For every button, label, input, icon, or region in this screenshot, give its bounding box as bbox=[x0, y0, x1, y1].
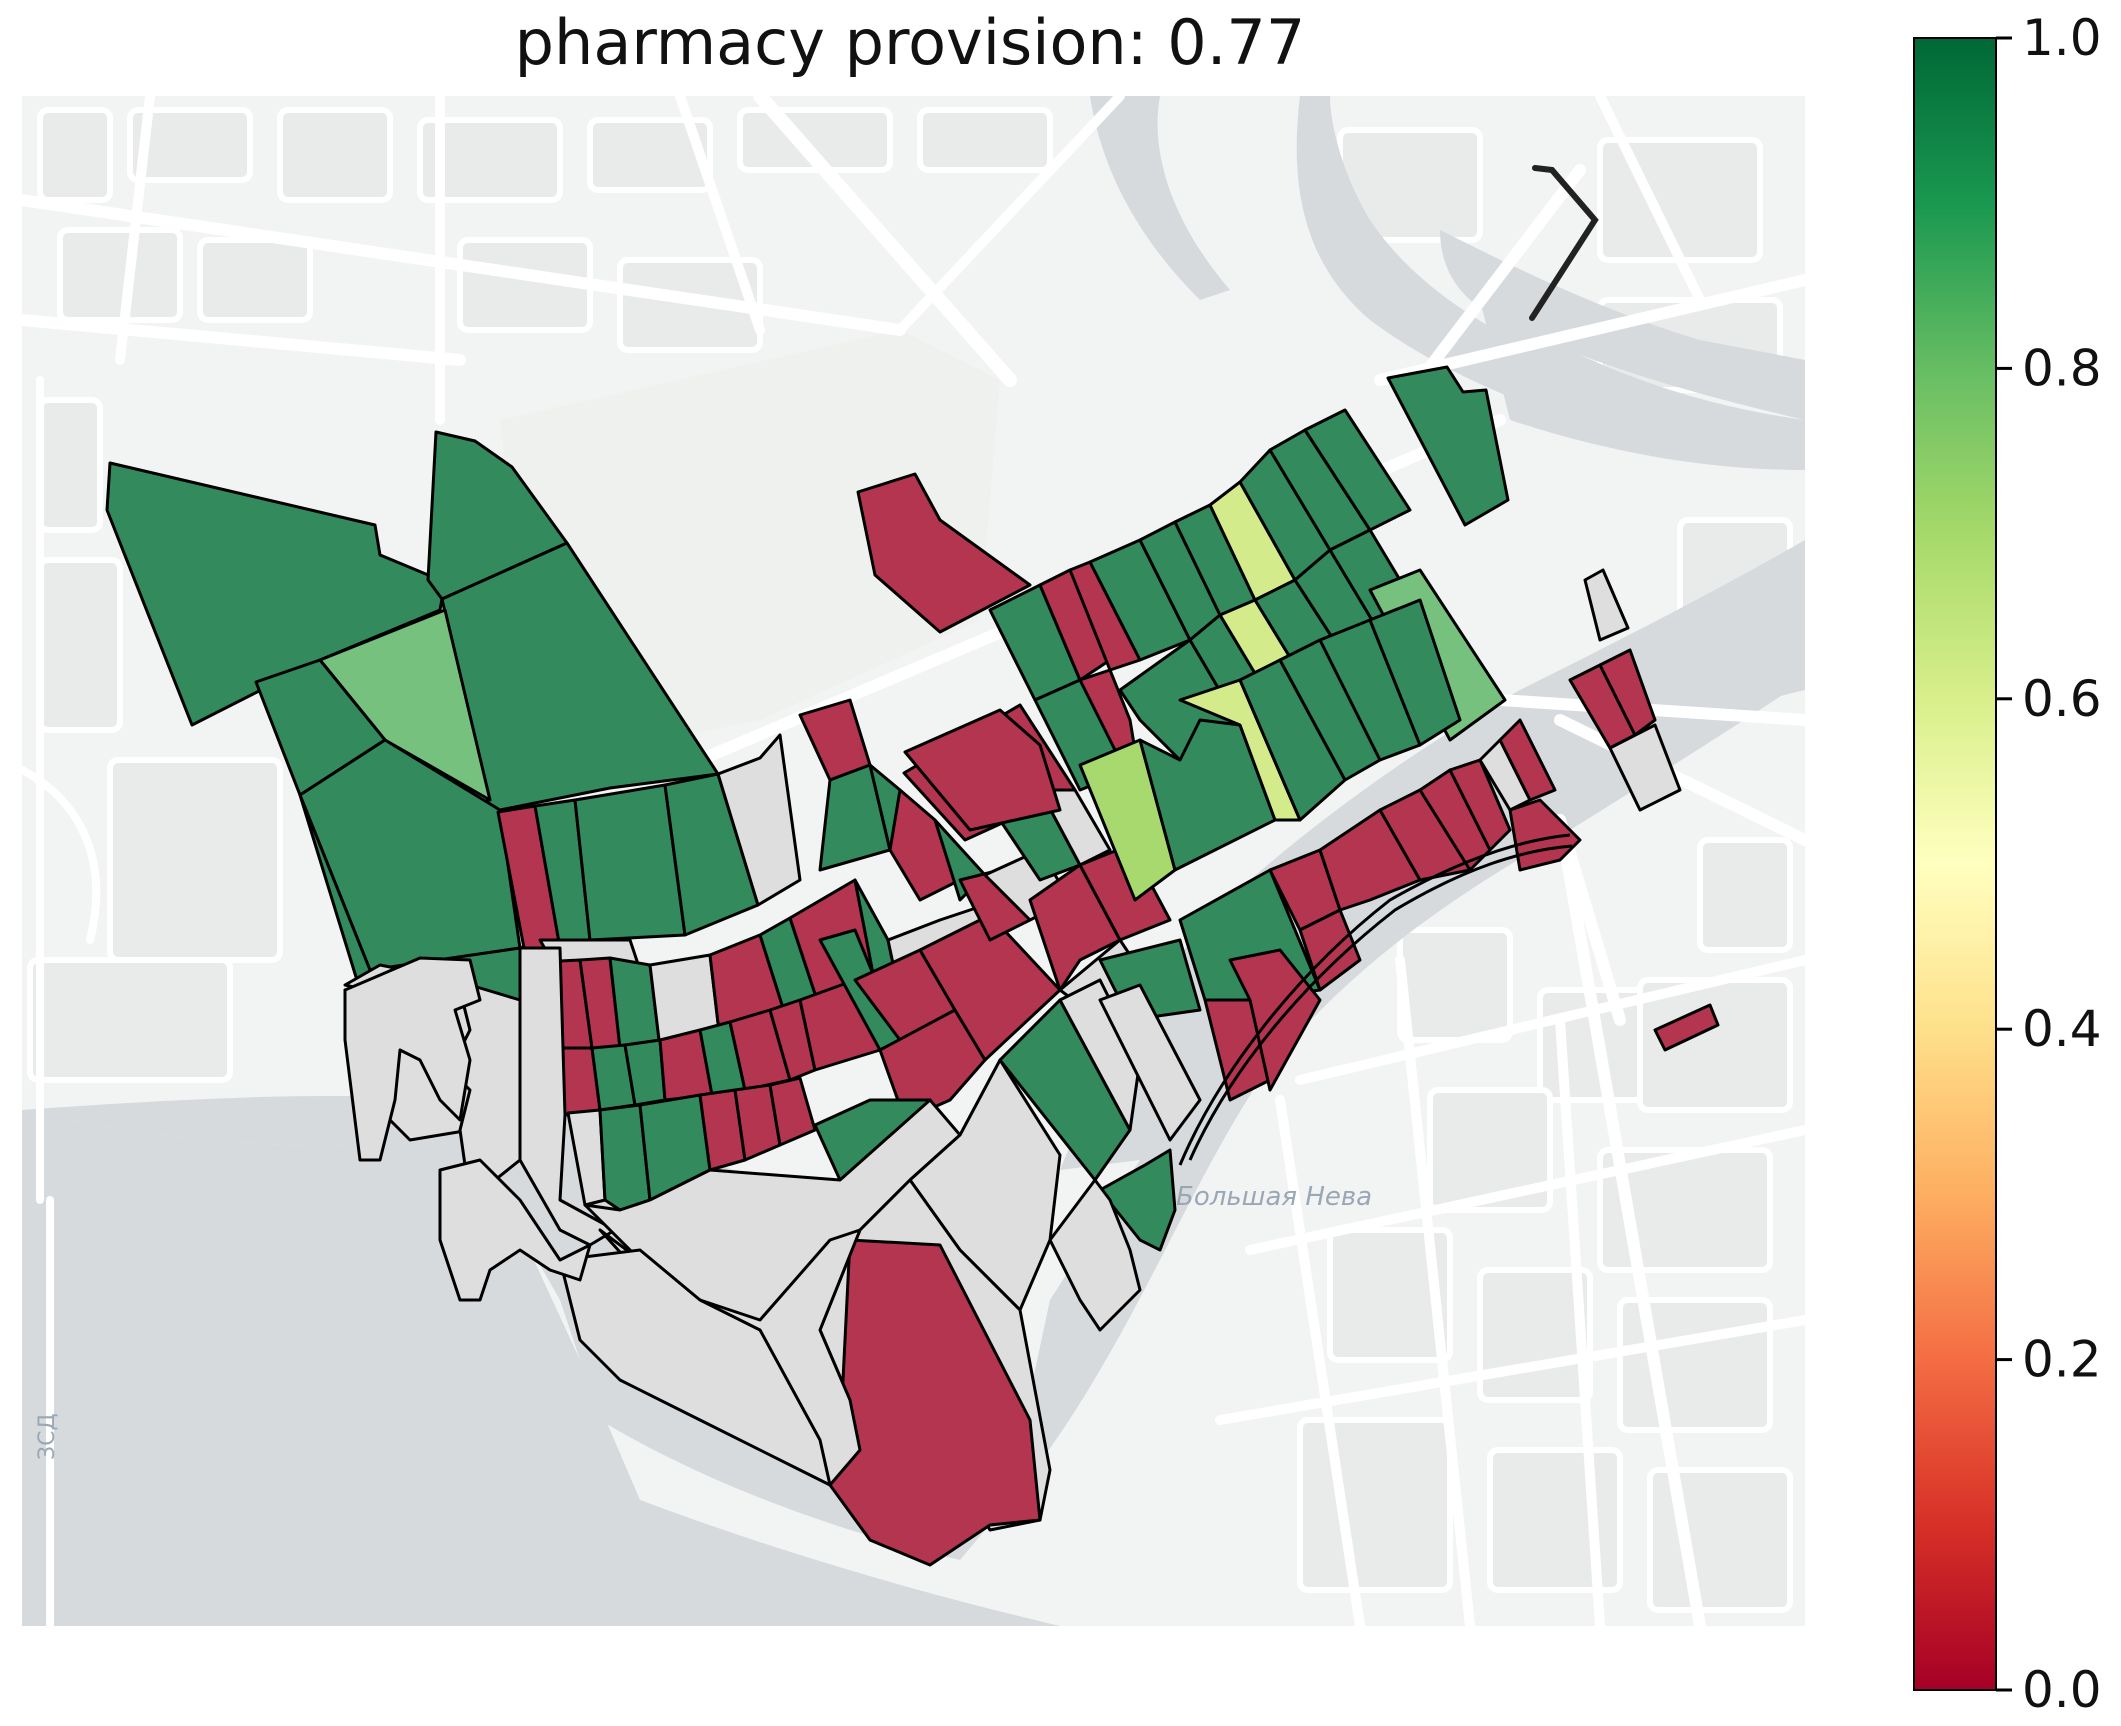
block-ne-1 bbox=[1386, 365, 1510, 527]
block-n-red-2 bbox=[903, 708, 1062, 832]
embankment-curve bbox=[1178, 833, 1571, 1166]
block-g-10 bbox=[1303, 408, 1412, 532]
block-ne-2 bbox=[1583, 568, 1630, 642]
choropleth-blocks bbox=[105, 165, 1720, 1567]
block-ne-4 bbox=[1598, 648, 1657, 737]
colorbar-tick-label: 0.2 bbox=[2022, 1331, 2102, 1389]
colorbar-tick-label: 1.0 bbox=[2022, 9, 2102, 67]
colorbar-gradient bbox=[1913, 37, 1997, 1691]
embankment-curve-2 bbox=[1188, 844, 1573, 1161]
river-label: Большая Нева bbox=[1176, 1182, 1372, 1212]
block-n-red bbox=[856, 472, 1032, 634]
block-ne-6 bbox=[1653, 1003, 1720, 1052]
water-river-north-2 bbox=[1480, 300, 1805, 470]
block-r-10 bbox=[1098, 983, 1202, 1142]
block-t-12 bbox=[918, 913, 1062, 1062]
block-nw-1 bbox=[105, 461, 447, 727]
block-g-26 bbox=[1368, 598, 1462, 747]
water-canal-upper bbox=[1090, 96, 1230, 300]
block-g-22 bbox=[1178, 678, 1302, 822]
water-harbor bbox=[22, 1110, 200, 1626]
block-c-4 bbox=[888, 788, 962, 902]
colorbar-tick-label: 0.6 bbox=[2022, 670, 2102, 728]
block-r-5 bbox=[1078, 843, 1172, 942]
block-w-1 bbox=[343, 956, 482, 1162]
block-w-2 bbox=[438, 1158, 592, 1302]
block-r-4 bbox=[1028, 863, 1122, 992]
road-label: ЗСД bbox=[35, 1413, 60, 1460]
block-b-9 bbox=[558, 1248, 832, 1487]
water-bay bbox=[22, 1110, 1060, 1626]
block-r-11 bbox=[1098, 1148, 1177, 1252]
map-title: pharmacy provision: 0.77 bbox=[515, 6, 1306, 79]
city-blocks-pattern bbox=[27, 107, 1793, 1613]
colorbar-tick-label: 0.0 bbox=[2022, 1661, 2102, 1719]
block-e-5 bbox=[1448, 758, 1512, 852]
colorbar: 0.0 0.2 0.4 0.6 0.8 1.0 bbox=[1913, 9, 2102, 1719]
block-b-10 bbox=[343, 983, 522, 1202]
block-m-5 bbox=[716, 733, 802, 907]
colorbar-tick-label: 0.8 bbox=[2022, 339, 2102, 397]
block-e-7 bbox=[1498, 718, 1557, 802]
block-u-6 bbox=[768, 1076, 817, 1147]
block-b-5 bbox=[1048, 1178, 1142, 1332]
block-ne-5 bbox=[1608, 723, 1682, 812]
colorbar-tick-label: 0.4 bbox=[2022, 1000, 2102, 1058]
basemap: Большая Нева ЗСД bbox=[22, 96, 1805, 1626]
bridge-ne bbox=[1529, 165, 1599, 321]
water-river-neva bbox=[22, 540, 1805, 1560]
colorbar-ticks: 0.0 0.2 0.4 0.6 0.8 1.0 bbox=[1996, 9, 2102, 1719]
block-e-2 bbox=[1318, 808, 1422, 912]
